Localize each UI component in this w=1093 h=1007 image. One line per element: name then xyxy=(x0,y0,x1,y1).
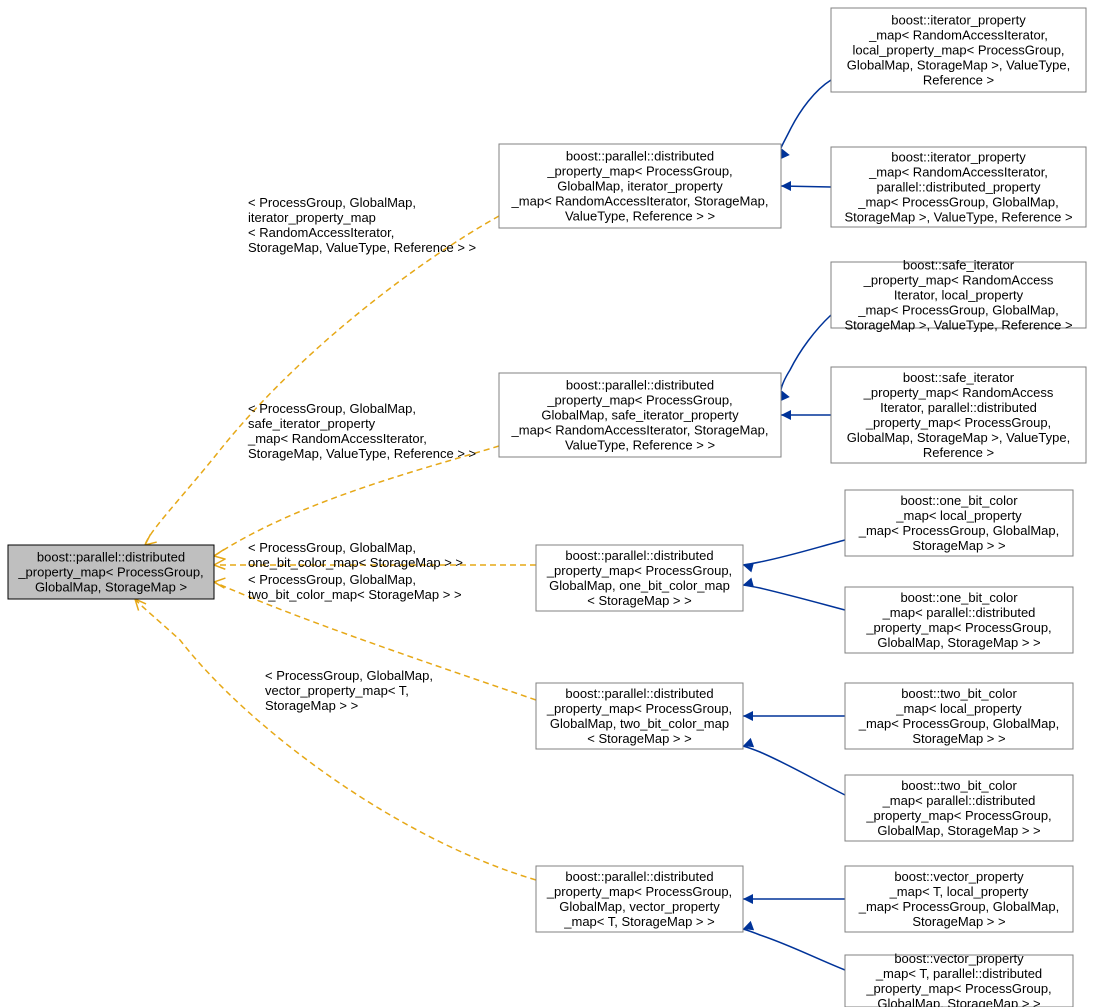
node-r5[interactable]: boost::one_bit_color_map< local_property… xyxy=(845,490,1073,556)
node-r2[interactable]: boost::iterator_property_map< RandomAcce… xyxy=(831,147,1086,227)
inheritance-diagram: < ProcessGroup, GlobalMap,iterator_prope… xyxy=(0,0,1093,1007)
svg-text:boost::parallel::distributed_p: boost::parallel::distributed_property_ma… xyxy=(17,550,203,595)
node-mid1[interactable]: boost::parallel::distributed_property_ma… xyxy=(499,144,781,228)
node-r4[interactable]: boost::safe_iterator_property_map< Rando… xyxy=(831,367,1086,463)
node-r1[interactable]: boost::iterator_property_map< RandomAcce… xyxy=(831,8,1086,92)
node-r6[interactable]: boost::one_bit_color_map< parallel::dist… xyxy=(845,587,1073,653)
edge-label: < ProcessGroup, GlobalMap,vector_propert… xyxy=(265,668,433,713)
node-r8[interactable]: boost::two_bit_color_map< parallel::dist… xyxy=(845,775,1073,841)
edge-label: < ProcessGroup, GlobalMap,two_bit_color_… xyxy=(248,572,462,602)
edge-label: < ProcessGroup, GlobalMap,iterator_prope… xyxy=(248,195,476,255)
svg-text:boost::parallel::distributed_p: boost::parallel::distributed_property_ma… xyxy=(546,869,732,929)
node-root[interactable]: boost::parallel::distributed_property_ma… xyxy=(8,545,214,599)
nodes: boost::parallel::distributed_property_ma… xyxy=(8,8,1086,1007)
node-r9[interactable]: boost::vector_property_map< T, local_pro… xyxy=(845,866,1073,932)
node-mid5[interactable]: boost::parallel::distributed_property_ma… xyxy=(536,866,743,932)
edge-label: < ProcessGroup, GlobalMap,safe_iterator_… xyxy=(247,401,476,461)
node-r7[interactable]: boost::two_bit_color_map< local_property… xyxy=(845,683,1073,749)
node-mid2[interactable]: boost::parallel::distributed_property_ma… xyxy=(499,373,781,457)
dashed-edges: < ProcessGroup, GlobalMap,iterator_prope… xyxy=(135,195,536,880)
node-r10[interactable]: boost::vector_property_map< T, parallel:… xyxy=(845,951,1073,1007)
edge-label: < ProcessGroup, GlobalMap,one_bit_color_… xyxy=(248,540,463,570)
node-mid3[interactable]: boost::parallel::distributed_property_ma… xyxy=(536,545,743,611)
node-r3[interactable]: boost::safe_iterator_property_map< Rando… xyxy=(831,258,1086,333)
node-mid4[interactable]: boost::parallel::distributed_property_ma… xyxy=(536,683,743,749)
